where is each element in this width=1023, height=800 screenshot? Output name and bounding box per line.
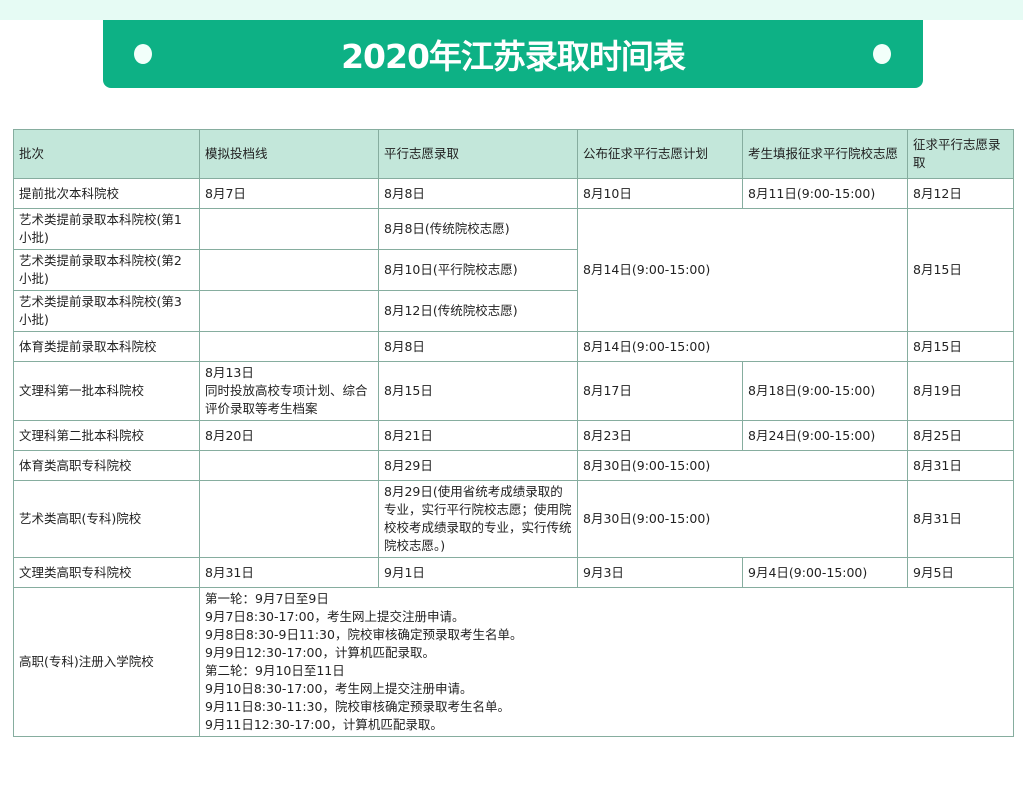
cell-line: 第一轮：9月7日至9日 [205, 591, 329, 606]
table-cell: 8月20日 [199, 420, 379, 451]
table-cell: 8月8日(传统院校志愿) [378, 208, 578, 250]
table-cell [199, 290, 379, 332]
cell-line: 9月9日12:30-17:00，计算机匹配录取。 [205, 645, 435, 660]
batch-name-cell: 高职(专科)注册入学院校 [13, 587, 200, 737]
column-header: 考生填报征求平行院校志愿 [742, 129, 908, 179]
table-cell: 8月31日 [907, 450, 1014, 481]
table-cell: 8月7日 [199, 178, 379, 209]
table-cell: 8月31日 [907, 480, 1014, 558]
table-cell: 9月4日(9:00-15:00) [742, 557, 908, 588]
table-cell: 8月13日同时投放高校专项计划、综合评价录取等考生档案 [199, 361, 379, 421]
table-cell: 8月30日(9:00-15:00) [577, 450, 908, 481]
table-cell: 8月24日(9:00-15:00) [742, 420, 908, 451]
cell-line: 9月11日12:30-17:00，计算机匹配录取。 [205, 717, 443, 732]
column-header: 公布征求平行志愿计划 [577, 129, 743, 179]
table-cell: 8月10日(平行院校志愿) [378, 249, 578, 291]
batch-name-cell: 艺术类高职(专科)院校 [13, 480, 200, 558]
batch-name-cell: 艺术类提前录取本科院校(第2小批) [13, 249, 200, 291]
table-cell [199, 331, 379, 362]
banner-dot-left [134, 44, 152, 64]
batch-name-cell: 体育类高职专科院校 [13, 450, 200, 481]
column-header: 平行志愿录取 [378, 129, 578, 179]
cell-line: 同时投放高校专项计划、综合评价录取等考生档案 [205, 383, 368, 416]
batch-name-cell: 提前批次本科院校 [13, 178, 200, 209]
title-banner: 2020年江苏录取时间表 [103, 20, 923, 88]
table-cell: 8月12日 [907, 178, 1014, 209]
cell-line: 第二轮：9月10日至11日 [205, 663, 345, 678]
table-row: 文理科第二批本科院校 8月20日 8月21日 8月23日 8月24日(9:00-15:0… [13, 420, 1014, 451]
table-cell [199, 208, 379, 250]
column-header: 征求平行志愿录取 [907, 129, 1014, 179]
table-cell [199, 249, 379, 291]
table-cell: 9月5日 [907, 557, 1014, 588]
batch-name-cell: 体育类提前录取本科院校 [13, 331, 200, 362]
table-cell: 8月15日 [907, 208, 1014, 332]
table-row: 艺术类提前录取本科院校(第2小批) 8月10日(平行院校志愿) [13, 249, 1014, 291]
table-cell: 8月29日(使用省统考成绩录取的专业，实行平行院校志愿；使用院校校考成绩录取的专… [378, 480, 578, 558]
batch-name-cell: 艺术类提前录取本科院校(第3小批) [13, 290, 200, 332]
batch-name-cell: 文理科第一批本科院校 [13, 361, 200, 421]
table-cell: 8月10日 [577, 178, 743, 209]
table-row: 艺术类提前录取本科院校(第1小批) 8月8日(传统院校志愿) 8月14日(9:00-… [13, 208, 1014, 332]
table-cell: 8月12日(传统院校志愿) [378, 290, 578, 332]
table-row: 文理类高职专科院校 8月31日 9月1日 9月3日 9月4日(9:00-15:00) 9月… [13, 557, 1014, 588]
cell-line: 9月8日8:30-9日11:30，院校审核确定预录取考生名单。 [205, 627, 523, 642]
table-cell: 第一轮：9月7日至9日 9月7日8:30-17:00，考生网上提交注册申请。 9月8… [199, 587, 1014, 737]
banner-dot-right [873, 44, 891, 64]
cell-line: 9月11日8:30-11:30，院校审核确定预录取考生名单。 [205, 699, 510, 714]
table-row: 提前批次本科院校 8月7日 8月8日 8月10日 8月11日(9:00-15:00) 8月… [13, 178, 1014, 209]
admission-schedule-table: 批次 模拟投档线 平行志愿录取 公布征求平行志愿计划 考生填报征求平行院校志愿 征求平行志… [13, 129, 1014, 737]
table-row: 艺术类提前录取本科院校(第3小批) 8月12日(传统院校志愿) [13, 290, 1014, 332]
table-cell: 8月19日 [907, 361, 1014, 421]
batch-name-cell: 文理类高职专科院校 [13, 557, 200, 588]
batch-name-cell: 文理科第二批本科院校 [13, 420, 200, 451]
table-cell: 8月14日(9:00-15:00) [577, 331, 908, 362]
table-cell [199, 480, 379, 558]
table-cell: 8月25日 [907, 420, 1014, 451]
top-band [0, 0, 1023, 20]
column-header: 模拟投档线 [199, 129, 379, 179]
cell-line: 8月13日 [205, 365, 254, 380]
table-cell: 8月31日 [199, 557, 379, 588]
table-row: 文理科第一批本科院校 8月13日 同时投放高校专项计划、综合评价录取等考生档案 8月1… [13, 361, 1014, 421]
table-cell: 9月3日 [577, 557, 743, 588]
table-header-row: 批次 模拟投档线 平行志愿录取 公布征求平行志愿计划 考生填报征求平行院校志愿 征求平行志… [13, 129, 1014, 179]
table-cell: 8月23日 [577, 420, 743, 451]
table-cell: 8月29日 [378, 450, 578, 481]
table-cell: 8月17日 [577, 361, 743, 421]
column-header: 批次 [13, 129, 200, 179]
table-row: 高职(专科)注册入学院校 第一轮：9月7日至9日 9月7日8:30-17:00，考生… [13, 587, 1014, 737]
cell-line: 9月7日8:30-17:00，考生网上提交注册申请。 [205, 609, 465, 624]
table-cell: 8月15日 [907, 331, 1014, 362]
table-cell: 8月8日 [378, 331, 578, 362]
table-cell: 8月11日(9:00-15:00) [742, 178, 908, 209]
table-cell [199, 450, 379, 481]
table-cell: 9月1日 [378, 557, 578, 588]
cell-line: 9月10日8:30-17:00，考生网上提交注册申请。 [205, 681, 473, 696]
page-title: 2020年江苏录取时间表 [341, 37, 686, 76]
table-cell: 8月21日 [378, 420, 578, 451]
table-row: 体育类提前录取本科院校 8月8日 8月14日(9:00-15:00) 8月15日 [13, 331, 1014, 362]
table-cell: 8月8日 [378, 178, 578, 209]
table-cell: 8月15日 [378, 361, 578, 421]
table-cell: 8月14日(9:00-15:00) [577, 208, 908, 332]
table-cell: 8月18日(9:00-15:00) [742, 361, 908, 421]
batch-name-cell: 艺术类提前录取本科院校(第1小批) [13, 208, 200, 250]
table-cell: 8月30日(9:00-15:00) [577, 480, 908, 558]
table-row: 艺术类高职(专科)院校 8月29日(使用省统考成绩录取的专业，实行平行院校志愿；使… [13, 480, 1014, 558]
table-row: 体育类高职专科院校 8月29日 8月30日(9:00-15:00) 8月31日 [13, 450, 1014, 481]
